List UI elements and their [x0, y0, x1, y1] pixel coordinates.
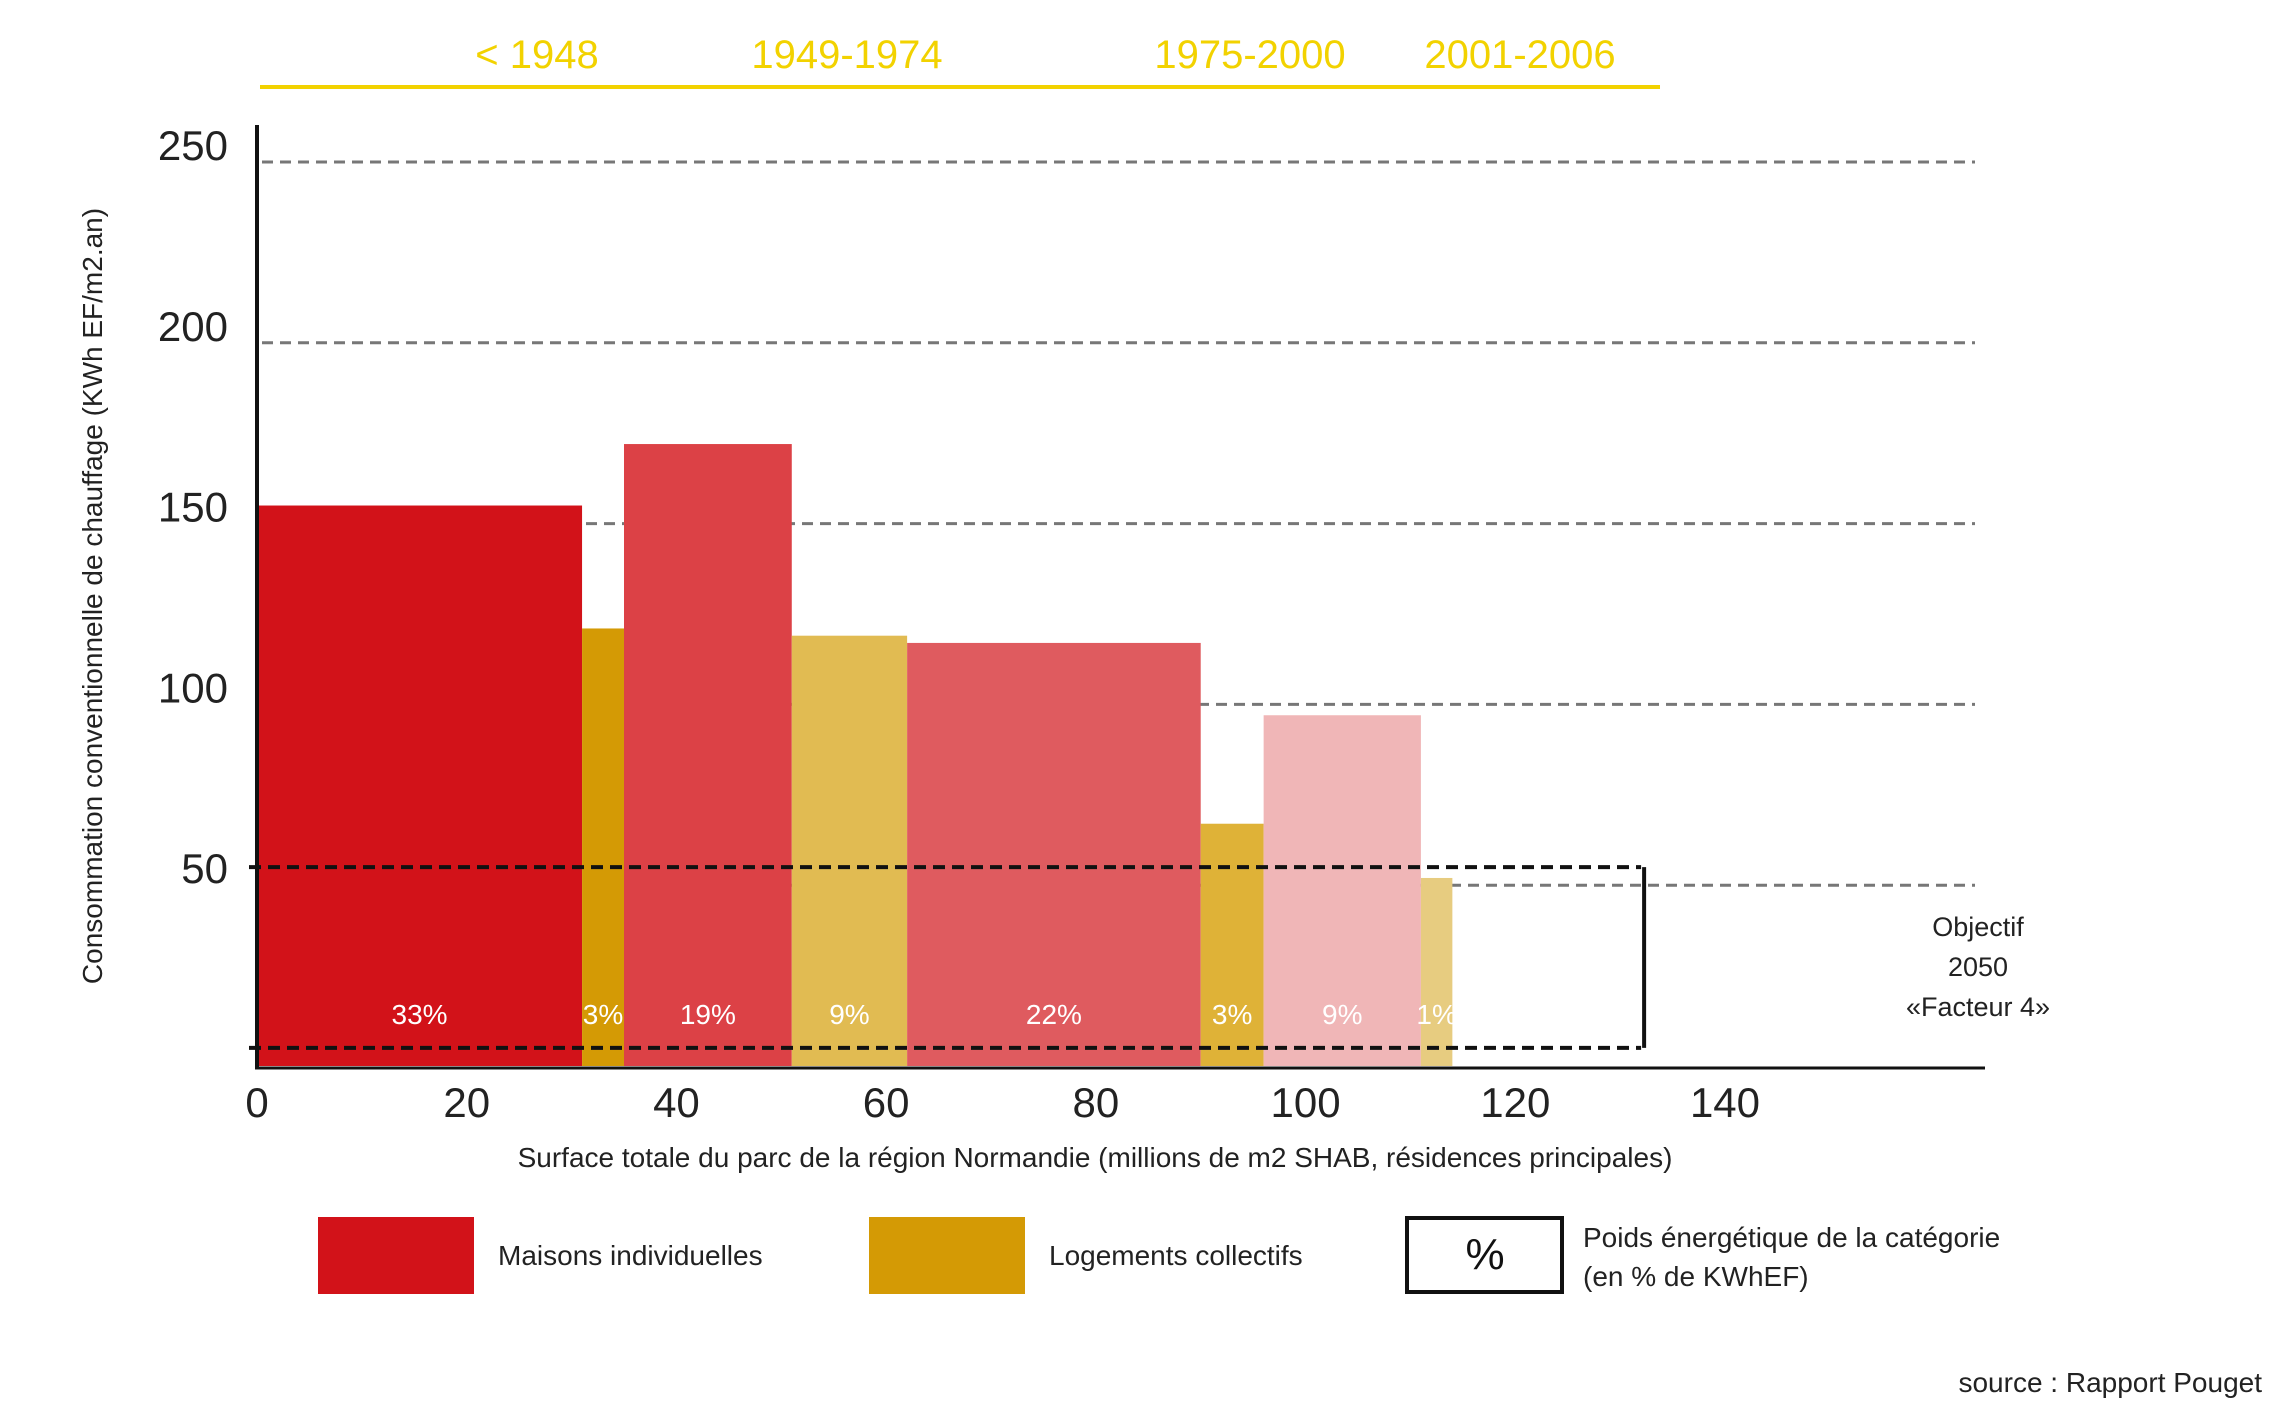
legend-label-percent-line2: (en % de KWhEF) — [1583, 1261, 1809, 1292]
bar-4 — [907, 642, 1201, 1066]
legend-percent-symbol: % — [1465, 1230, 1504, 1279]
objective-label-line-2: «Facteur 4» — [1906, 992, 2050, 1022]
y-tick-150: 150 — [158, 484, 228, 531]
bar-0 — [257, 505, 583, 1066]
x-tick-100: 100 — [1271, 1079, 1341, 1126]
source-note: source : Rapport Pouget — [1958, 1367, 2262, 1398]
period-label-3: 2001-2006 — [1424, 33, 1615, 77]
x-axis-title: Surface totale du parc de la région Norm… — [518, 1142, 1673, 1173]
bars — [257, 444, 1453, 1067]
bar-percent-label-2: 19% — [680, 999, 736, 1030]
bar-percent-label-1: 3% — [583, 999, 623, 1030]
x-tick-0: 0 — [245, 1079, 268, 1126]
x-tick-120: 120 — [1480, 1079, 1550, 1126]
x-tick-40: 40 — [653, 1079, 700, 1126]
legend-swatch-maisons — [318, 1217, 474, 1294]
y-tick-250: 250 — [158, 122, 228, 169]
period-header: < 1948 1949-1974 1975-2000 2001-2006 — [260, 33, 1660, 89]
objective-band: Objectif 2050 «Facteur 4» — [249, 865, 2050, 1050]
legend-label-maisons: Maisons individuelles — [498, 1240, 763, 1271]
y-tick-100: 100 — [158, 664, 228, 711]
bar-percent-label-4: 22% — [1026, 999, 1082, 1030]
period-label-0: < 1948 — [475, 33, 598, 77]
legend-label-percent-line1: Poids énergétique de la catégorie — [1583, 1222, 2000, 1253]
legend-label-collectifs: Logements collectifs — [1049, 1240, 1303, 1271]
legend: Maisons individuelles Logements collecti… — [318, 1216, 2000, 1294]
bar-percent-label-3: 9% — [829, 999, 869, 1030]
period-label-1: 1949-1974 — [751, 33, 942, 77]
legend-swatch-collectifs — [869, 1217, 1025, 1294]
x-tick-80: 80 — [1072, 1079, 1119, 1126]
period-label-2: 1975-2000 — [1154, 33, 1345, 77]
bar-percent-labels: 33% 3% 19% 9% 22% 3% 9% 1% — [392, 999, 1457, 1030]
y-tick-200: 200 — [158, 303, 228, 350]
y-axis-title: Consommation conventionnelle de chauffag… — [77, 208, 108, 984]
bar-1 — [582, 628, 624, 1066]
bar-5 — [1200, 823, 1264, 1066]
x-tick-60: 60 — [863, 1079, 910, 1126]
axes — [255, 125, 1985, 1070]
bar-percent-label-5: 3% — [1212, 999, 1252, 1030]
legend-percent-box — [1405, 1216, 1564, 1294]
bar-3 — [791, 635, 908, 1066]
bar-percent-label-6: 9% — [1322, 999, 1362, 1030]
bar-percent-label-0: 33% — [392, 999, 448, 1030]
objective-label-line-0: Objectif — [1932, 912, 2024, 942]
y-tick-labels: 50 100 150 200 250 — [158, 122, 228, 892]
x-tick-20: 20 — [443, 1079, 490, 1126]
objective-label-line-1: 2050 — [1948, 952, 2008, 982]
x-tick-labels: 0 20 40 60 80 100 120 140 — [245, 1079, 1760, 1126]
x-tick-140: 140 — [1690, 1079, 1760, 1126]
bar-percent-label-7: 1% — [1416, 999, 1456, 1030]
bar-2 — [624, 444, 792, 1067]
bar-7 — [1420, 877, 1453, 1066]
bar-6 — [1263, 715, 1421, 1066]
y-tick-50: 50 — [181, 845, 228, 892]
